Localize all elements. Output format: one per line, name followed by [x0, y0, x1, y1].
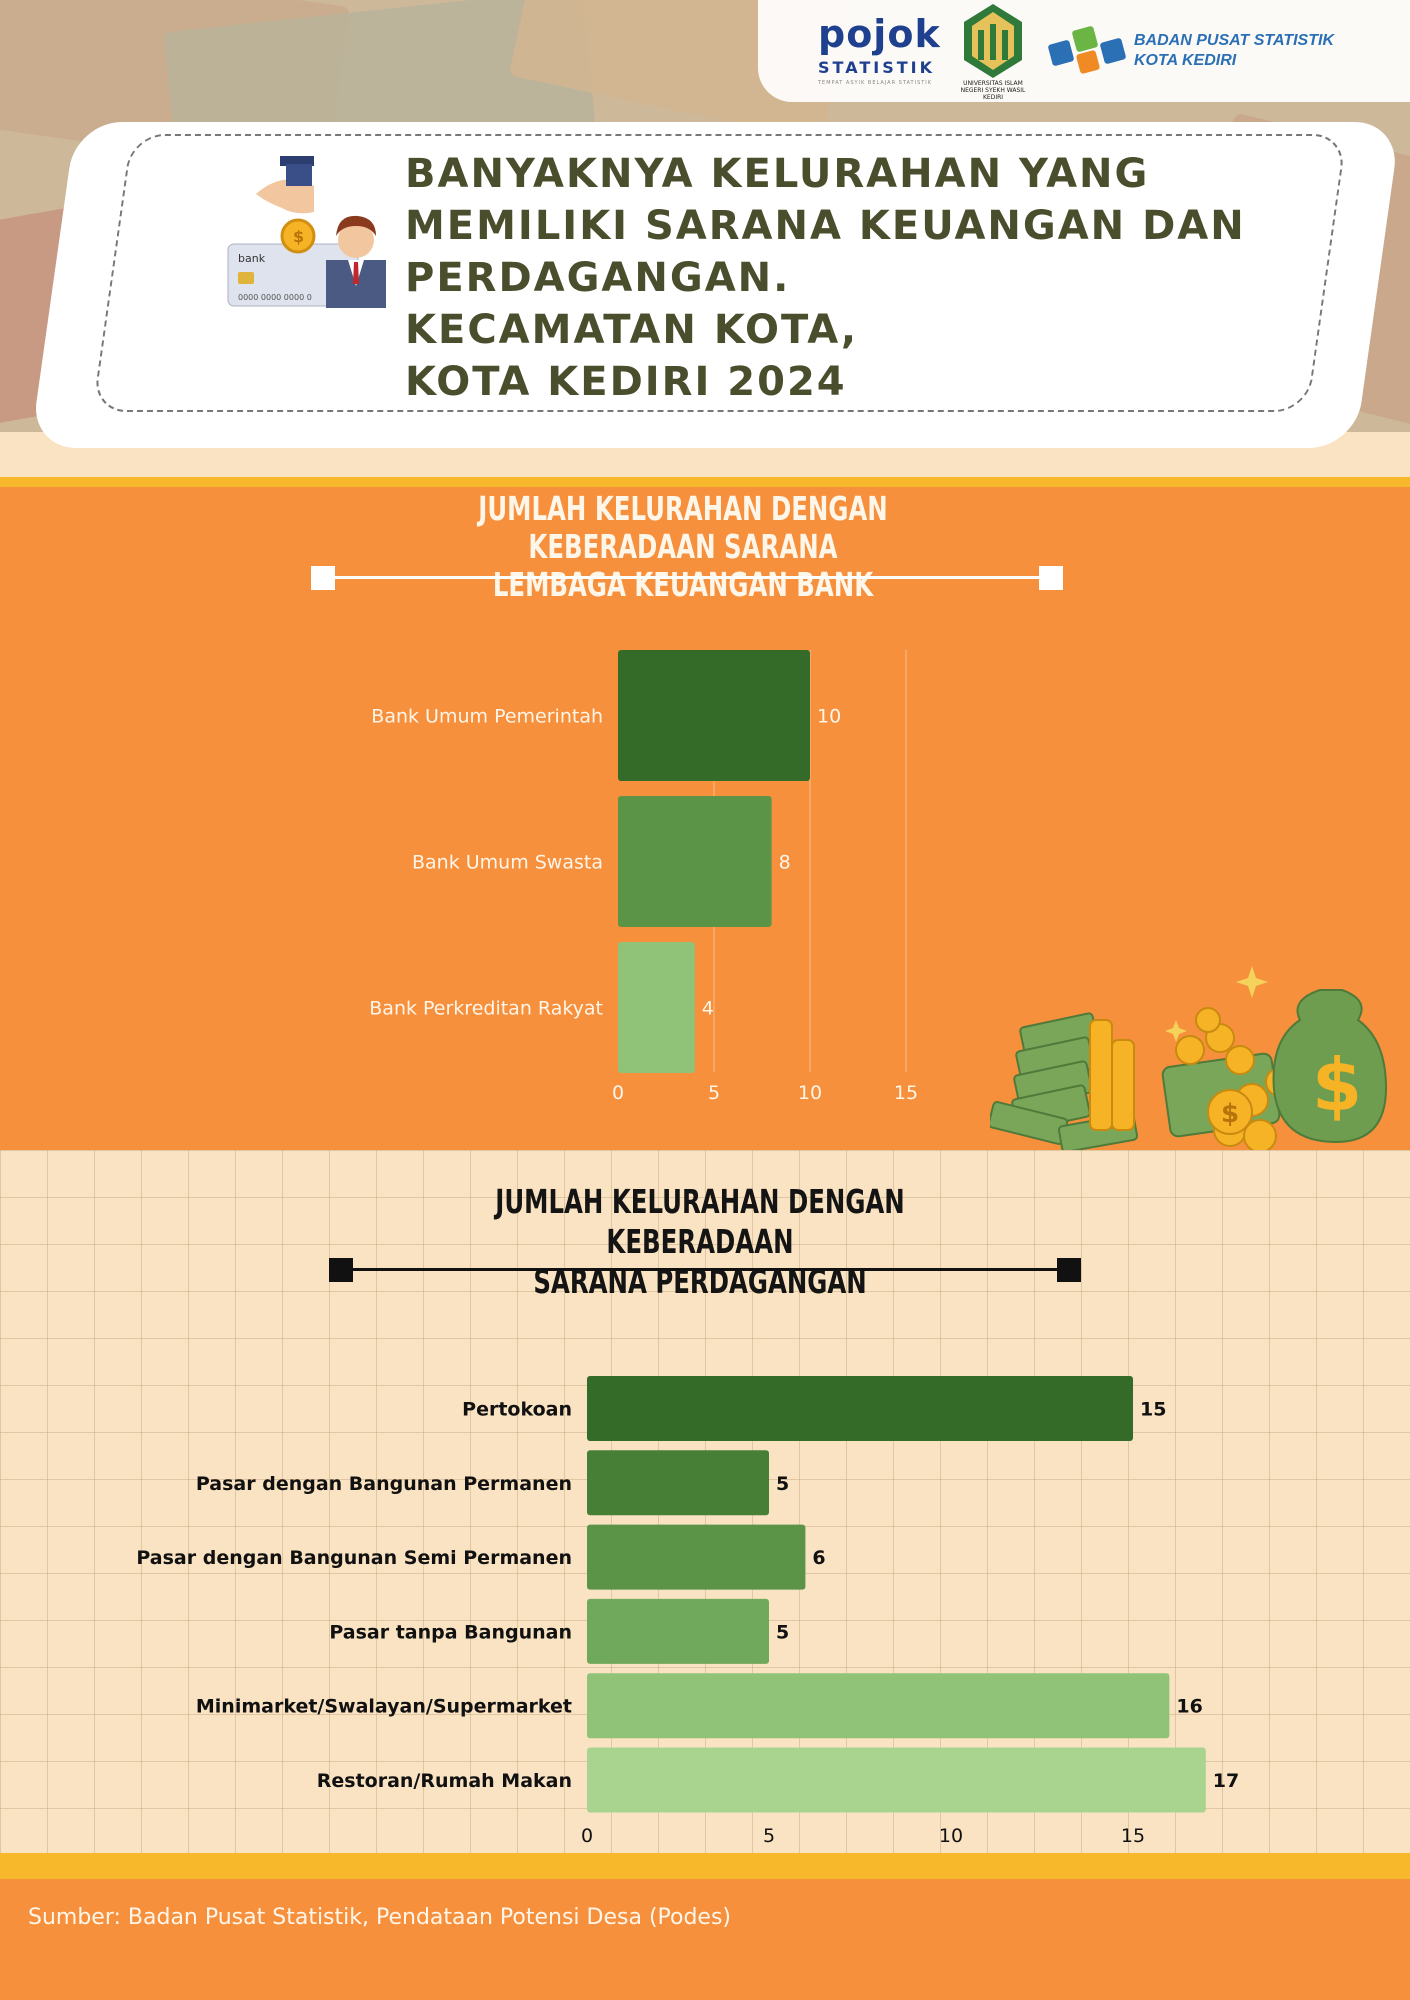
bank-title-underline-end	[311, 566, 335, 590]
x-tick-label: 15	[894, 1082, 918, 1104]
category-label: Pasar dengan Bangunan Permanen	[196, 1473, 572, 1495]
x-tick-label: 15	[1121, 1825, 1145, 1847]
x-tick-label: 10	[939, 1825, 963, 1847]
bar	[587, 1598, 769, 1664]
category-label: Pasar dengan Bangunan Semi Permanen	[136, 1547, 572, 1569]
category-label: Bank Perkreditan Rakyat	[369, 998, 603, 1020]
svg-text:$: $	[1221, 1099, 1239, 1129]
logo-pojok-subtitle: STATISTIK	[818, 58, 935, 77]
logo-uin-syekh-wasil	[964, 4, 1022, 78]
money-pile-illustration: $ $	[990, 966, 1388, 1153]
bar	[587, 1747, 1206, 1813]
data-label: 6	[812, 1547, 825, 1569]
x-tick-label: 5	[763, 1825, 775, 1847]
logo-bps-line1: BADAN PUSAT STATISTIK	[1134, 32, 1334, 49]
bar	[587, 1376, 1133, 1441]
bar	[618, 796, 772, 927]
bank-chart-title: JUMLAH KELURAHAN DENGAN KEBERADAAN SARAN…	[387, 490, 979, 604]
hand-coin-card-illustration: bank 0000 0000 0000 0 $	[227, 156, 386, 308]
page-title: BANYAKNYA KELURAHAN YANG MEMILIKI SARANA…	[405, 148, 1246, 408]
bar	[587, 1673, 1170, 1739]
logo-pojok-tagline: TEMPAT ASYIK BELAJAR STATISTIK	[818, 80, 933, 86]
category-label: Bank Umum Pemerintah	[371, 706, 603, 728]
svg-text:$: $	[1312, 1043, 1362, 1127]
card-text-number: 0000 0000 0000 0	[238, 293, 312, 302]
bank-chart-title-line: LEMBAGA KEUANGAN BANK	[492, 565, 874, 604]
logo-uin-label: UNIVERSITAS ISLAM NEGERI SYEKH WASIL KED…	[960, 80, 1026, 101]
bar	[618, 942, 695, 1073]
category-label: Restoran/Rumah Makan	[317, 1770, 572, 1792]
page-title-line: MEMILIKI SARANA KEUANGAN DAN	[405, 203, 1246, 249]
bar	[587, 1524, 806, 1590]
bar	[618, 650, 810, 781]
logo-bps-line2: KOTA KEDIRI	[1134, 52, 1237, 69]
data-label: 10	[817, 706, 841, 728]
logo-bps-label: BADAN PUSAT STATISTIK KOTA KEDIRI	[1134, 31, 1334, 71]
category-label: Bank Umum Swasta	[412, 852, 603, 874]
trade-title-underline-end	[1057, 1258, 1081, 1282]
data-label: 4	[702, 998, 714, 1020]
page-title-line: PERDAGANGAN.	[405, 255, 791, 301]
bank-chart-title-line: JUMLAH KELURAHAN DENGAN KEBERADAAN SARAN…	[478, 489, 888, 566]
x-tick-label: 0	[581, 1825, 593, 1847]
svg-text:$: $	[293, 227, 304, 246]
data-label: 5	[776, 1473, 789, 1495]
x-tick-label: 10	[798, 1082, 822, 1104]
category-label: Pasar tanpa Bangunan	[329, 1621, 572, 1643]
data-label: 5	[776, 1621, 789, 1643]
page-title-line: KECAMATAN KOTA,	[405, 307, 859, 353]
logo-bps	[1048, 26, 1126, 74]
logo-bar	[758, 0, 1410, 102]
card-text-bank: bank	[238, 252, 266, 265]
source-note: Sumber: Badan Pusat Statistik, Pendataan…	[28, 1905, 732, 1930]
data-label: 8	[779, 852, 791, 874]
data-label: 17	[1213, 1770, 1239, 1792]
logo-pojok-statistik: pojok	[818, 12, 941, 56]
trade-chart-title-line: JUMLAH KELURAHAN DENGAN KEBERADAAN	[495, 1182, 905, 1261]
page-title-line: BANYAKNYA KELURAHAN YANG	[405, 151, 1150, 197]
bar	[587, 1450, 769, 1516]
trade-title-underline	[341, 1268, 1068, 1271]
category-label: Minimarket/Swalayan/Supermarket	[196, 1696, 572, 1718]
yellow-stripe	[0, 477, 1410, 487]
bank-title-underline-end	[1039, 566, 1063, 590]
data-label: 16	[1176, 1696, 1202, 1718]
footer	[0, 1879, 1410, 2000]
x-tick-label: 0	[612, 1082, 624, 1104]
bank-title-underline	[323, 576, 1050, 579]
category-label: Pertokoan	[462, 1399, 572, 1421]
x-tick-label: 5	[708, 1082, 720, 1104]
data-label: 15	[1140, 1399, 1166, 1421]
trade-chart-title: JUMLAH KELURAHAN DENGAN KEBERADAAN SARAN…	[404, 1182, 996, 1302]
trade-title-underline-end	[329, 1258, 353, 1282]
yellow-stripe	[0, 1853, 1410, 1879]
page-title-line: KOTA KEDIRI 2024	[405, 359, 847, 405]
